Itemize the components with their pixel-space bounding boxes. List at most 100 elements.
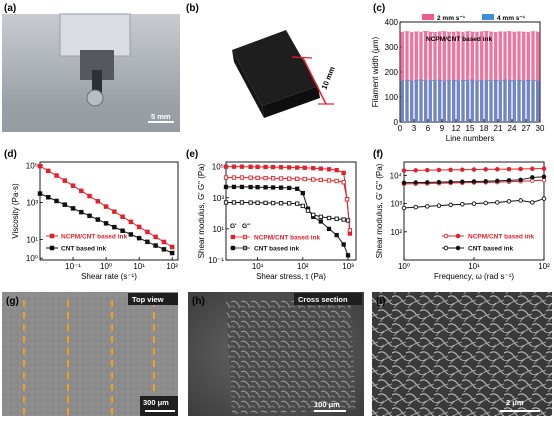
data-point [530, 166, 535, 172]
data-point [311, 166, 316, 171]
data-point [231, 200, 237, 205]
data-point [239, 200, 245, 205]
data-point [263, 164, 268, 170]
data-point [79, 209, 84, 215]
data-point [334, 216, 339, 221]
data-point [326, 167, 332, 172]
bar-outline [402, 30, 538, 33]
bar [508, 31, 512, 122]
panel-g-image [2, 292, 178, 416]
panel-i-image [372, 292, 552, 416]
x-tick-label: 10¹ [468, 262, 480, 271]
data-point [471, 201, 477, 206]
y-tick-label: 10⁵ [212, 163, 224, 172]
data-point [263, 175, 268, 181]
data-point [448, 179, 453, 185]
data-point [54, 173, 59, 178]
scale-bar-h-text: 100 μm [314, 400, 340, 409]
data-point [169, 250, 175, 256]
bar [494, 80, 498, 122]
data-point [270, 164, 276, 170]
bar [456, 81, 460, 122]
y-tick-label: 10⁰ [26, 254, 38, 263]
data-point [46, 195, 51, 200]
data-point [54, 198, 59, 204]
data-point [136, 235, 142, 241]
y-tick-label: 10² [390, 228, 402, 237]
x-tick-label: 6 [426, 124, 431, 133]
data-point [255, 185, 260, 190]
data-point [270, 200, 276, 206]
data-point [541, 196, 547, 201]
panel-label: (d) [4, 149, 17, 160]
bar [410, 32, 414, 122]
x-tick-label: 10⁰ [100, 262, 112, 271]
bar [526, 80, 530, 122]
data-point [425, 204, 430, 209]
data-point [128, 232, 134, 237]
data-point [471, 167, 477, 172]
legend-entry: NCPM/CNT based ink [468, 234, 534, 241]
x-tick-label: 10¹ [252, 262, 264, 271]
view-tag-h: Cross section [298, 295, 348, 304]
data-point [401, 180, 407, 186]
bar [447, 32, 451, 122]
data-point [278, 185, 284, 190]
data-point [518, 198, 523, 203]
data-point [302, 165, 307, 170]
print-bed [2, 108, 180, 132]
plot-frame [225, 161, 357, 261]
y-tick-label: 10⁻¹ [208, 256, 224, 265]
dimension-tick-top [291, 56, 313, 59]
x-tick-label: 21 [494, 124, 503, 133]
legend-entry: CNT based ink [61, 246, 107, 253]
bar [452, 32, 456, 122]
data-point [103, 204, 109, 209]
panel-i: (i) 2 μm [372, 292, 552, 416]
bar [503, 32, 507, 122]
bar [531, 31, 535, 122]
y-tick-label: 10⁵ [26, 161, 38, 170]
legend-entry: 2 mm s⁻¹ [437, 15, 465, 22]
data-point [295, 201, 300, 206]
panel-a: (a) 5 mm [2, 3, 180, 132]
bar [470, 79, 474, 122]
data-point [231, 164, 237, 169]
x-tick-label: 10² [538, 262, 550, 271]
bar [405, 31, 409, 122]
dimension-text: 10 mm [320, 65, 337, 91]
data-point [347, 228, 353, 233]
data-point [530, 200, 535, 205]
y-tick-label: 200 [385, 68, 399, 77]
data-point [136, 224, 142, 230]
legend-entry: CNT based ink [254, 246, 300, 253]
dimension-line [302, 57, 327, 105]
data-point [278, 176, 284, 181]
data-point [153, 234, 158, 240]
nozzle-barrel [92, 70, 102, 98]
data-point [318, 219, 323, 224]
bar [484, 80, 488, 122]
data-point [518, 166, 523, 172]
data-point [287, 185, 292, 191]
x-axis-label: Frequency, ω (rad s⁻¹) [434, 272, 514, 281]
bar [433, 80, 437, 122]
data-point [49, 245, 55, 251]
x-tick-label: 10² [297, 262, 309, 271]
y-tick-label: 10³ [212, 194, 224, 203]
bar [456, 31, 460, 122]
panel-h-sample [226, 296, 356, 414]
y-tick-label: 300 [385, 43, 399, 52]
y-tick-label: 0 [394, 118, 399, 127]
data-point [231, 175, 237, 180]
panel-h-label: (h) [192, 296, 205, 307]
panel-label: (e) [186, 149, 198, 160]
data-point [70, 183, 76, 188]
data-point [112, 224, 117, 230]
bar [447, 80, 451, 122]
bar-outline [402, 79, 538, 82]
panel-g: (g) Top view 300 μm [2, 292, 178, 416]
data-point [305, 208, 311, 213]
data-point [223, 200, 229, 205]
bar [522, 32, 526, 122]
